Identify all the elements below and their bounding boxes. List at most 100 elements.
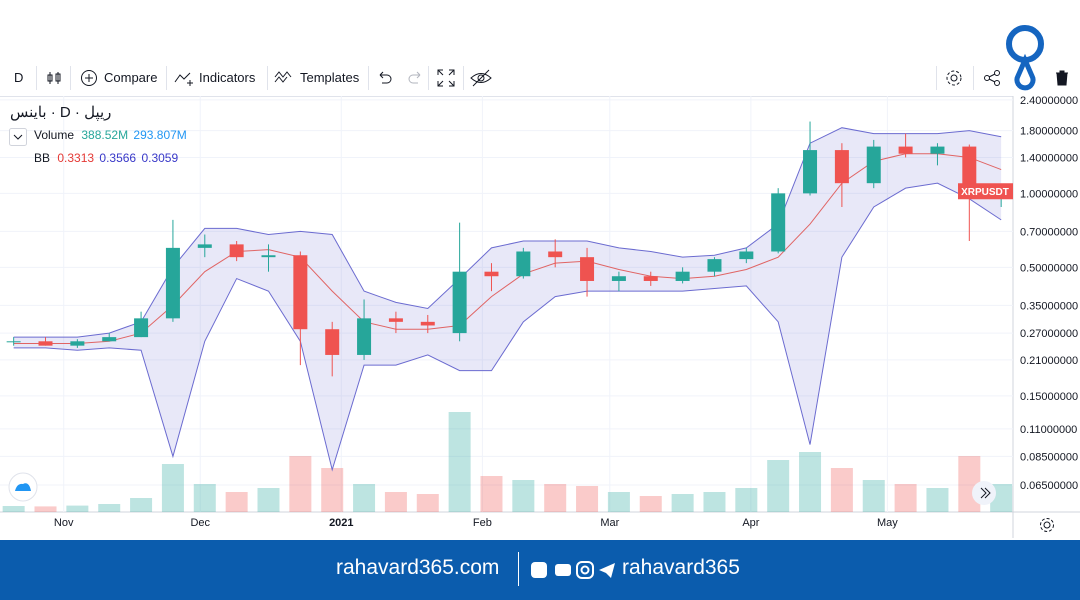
indicators-icon[interactable] bbox=[174, 70, 196, 86]
volume-value: 388.52M bbox=[81, 128, 129, 142]
volume-label: Volume bbox=[34, 128, 75, 142]
x-tick-label: Mar bbox=[600, 517, 619, 529]
volume-bar bbox=[799, 452, 822, 512]
scroll-right-button[interactable] bbox=[971, 480, 997, 506]
hide-icon[interactable] bbox=[470, 69, 492, 87]
volume-bar bbox=[544, 484, 567, 512]
volume-bar bbox=[130, 498, 153, 512]
footer: rahavard365.com rahavard365 bbox=[0, 540, 1080, 600]
bb-basis: 0.3313 bbox=[57, 151, 95, 165]
y-tick-label: 0.27000000 bbox=[1020, 328, 1078, 340]
y-tick-label: 0.50000000 bbox=[1020, 262, 1078, 274]
volume-bar bbox=[639, 496, 662, 512]
candle-body bbox=[452, 271, 467, 334]
volume-bar bbox=[2, 506, 25, 512]
bb-lower: 0.3059 bbox=[141, 151, 179, 165]
x-tick-label: Feb bbox=[473, 517, 492, 529]
volume-bar bbox=[480, 476, 503, 512]
y-tick-label: 1.40000000 bbox=[1020, 152, 1078, 164]
y-tick-label: 0.35000000 bbox=[1020, 300, 1078, 312]
axis-panel bbox=[1013, 96, 1080, 538]
x-tick-label: Nov bbox=[54, 517, 74, 529]
social-icons[interactable] bbox=[530, 560, 616, 580]
y-tick-label: 0.70000000 bbox=[1020, 226, 1078, 238]
share-icon[interactable] bbox=[983, 69, 1001, 87]
y-tick-label: 1.80000000 bbox=[1020, 126, 1078, 138]
candle-body bbox=[516, 251, 531, 277]
volume-ma-value: 293.807M bbox=[133, 128, 187, 142]
candle-body bbox=[197, 244, 212, 248]
volume-bar bbox=[66, 505, 89, 512]
undo-redo[interactable] bbox=[376, 70, 426, 86]
x-tick-label: Dec bbox=[190, 517, 210, 529]
price-label: XRPUSDT bbox=[961, 187, 1009, 198]
y-tick-label: 0.08500000 bbox=[1020, 451, 1078, 463]
volume-bar bbox=[607, 492, 630, 512]
volume-bar bbox=[257, 488, 280, 512]
symbol-title: ریپل · D · باینس bbox=[10, 104, 112, 121]
chart-type-icon[interactable] bbox=[46, 70, 62, 86]
logo bbox=[1006, 25, 1044, 91]
interval-button[interactable]: D bbox=[14, 70, 24, 85]
candle-body bbox=[739, 251, 754, 260]
volume-bar bbox=[512, 480, 535, 512]
axis-settings-icon[interactable] bbox=[1038, 516, 1056, 534]
candle-body bbox=[803, 150, 818, 194]
candle-body bbox=[484, 271, 499, 277]
volume-bar bbox=[671, 494, 694, 512]
chart: 2.40000000 1.80000000 1.40000000 1.00000000… bbox=[0, 96, 1080, 538]
volume-bar bbox=[321, 468, 344, 512]
volume-bar bbox=[353, 484, 376, 512]
y-tick-label: 0.11000000 bbox=[1020, 424, 1077, 436]
tv-logo-button[interactable] bbox=[8, 472, 38, 502]
candle-body bbox=[866, 146, 881, 184]
candle-body bbox=[229, 244, 244, 258]
volume-bar bbox=[576, 486, 599, 512]
volume-bar bbox=[767, 460, 790, 512]
site-url[interactable]: rahavard365.com bbox=[336, 556, 500, 579]
toolbar: D Compare Indicators Templates bbox=[0, 60, 1080, 97]
candle-body bbox=[70, 341, 85, 346]
candle-body bbox=[134, 318, 149, 338]
volume-bar bbox=[830, 468, 853, 512]
templates-button[interactable]: Templates bbox=[300, 70, 360, 85]
y-tick-label: 1.00000000 bbox=[1020, 188, 1078, 200]
candle-body bbox=[261, 255, 276, 258]
y-tick-label: 2.40000000 bbox=[1020, 96, 1078, 107]
compare-icon[interactable] bbox=[80, 69, 98, 87]
social-handle[interactable]: rahavard365 bbox=[622, 556, 740, 579]
candle-body bbox=[898, 146, 913, 154]
templates-icon[interactable] bbox=[274, 69, 296, 87]
candle-body bbox=[834, 150, 849, 184]
delete-icon[interactable] bbox=[1054, 69, 1070, 87]
volume-bar bbox=[98, 504, 121, 512]
compare-button[interactable]: Compare bbox=[104, 70, 158, 85]
x-tick-label: 2021 bbox=[329, 517, 353, 529]
volume-bar bbox=[926, 488, 949, 512]
candle-body bbox=[293, 255, 308, 330]
collapse-button[interactable] bbox=[9, 128, 27, 146]
candle-body bbox=[707, 259, 722, 272]
candle-body bbox=[325, 329, 340, 355]
candle-body bbox=[420, 321, 435, 326]
candle-body bbox=[102, 337, 117, 342]
volume-bar bbox=[289, 456, 312, 512]
band-fill bbox=[13, 127, 1002, 470]
y-tick-label: 0.15000000 bbox=[1020, 391, 1078, 403]
volume-bar bbox=[225, 492, 248, 512]
fullscreen-icon[interactable] bbox=[437, 69, 455, 87]
settings-icon[interactable] bbox=[945, 69, 963, 87]
y-tick-label: 0.06500000 bbox=[1020, 480, 1078, 492]
bb-legend: BB 0.3313 0.3566 0.3059 bbox=[34, 151, 178, 165]
candle-body bbox=[357, 318, 372, 355]
y-tick-label: 0.21000000 bbox=[1020, 355, 1078, 367]
candle-body bbox=[611, 276, 626, 281]
volume-bar bbox=[862, 480, 885, 512]
volume-legend: Volume 388.52M 293.807M bbox=[34, 128, 187, 142]
candle-body bbox=[675, 271, 690, 281]
candle-body bbox=[962, 146, 977, 194]
bb-label: BB bbox=[34, 151, 51, 165]
volume-bar bbox=[894, 484, 917, 512]
volume-bar bbox=[193, 484, 216, 512]
indicators-button[interactable]: Indicators bbox=[199, 70, 256, 85]
